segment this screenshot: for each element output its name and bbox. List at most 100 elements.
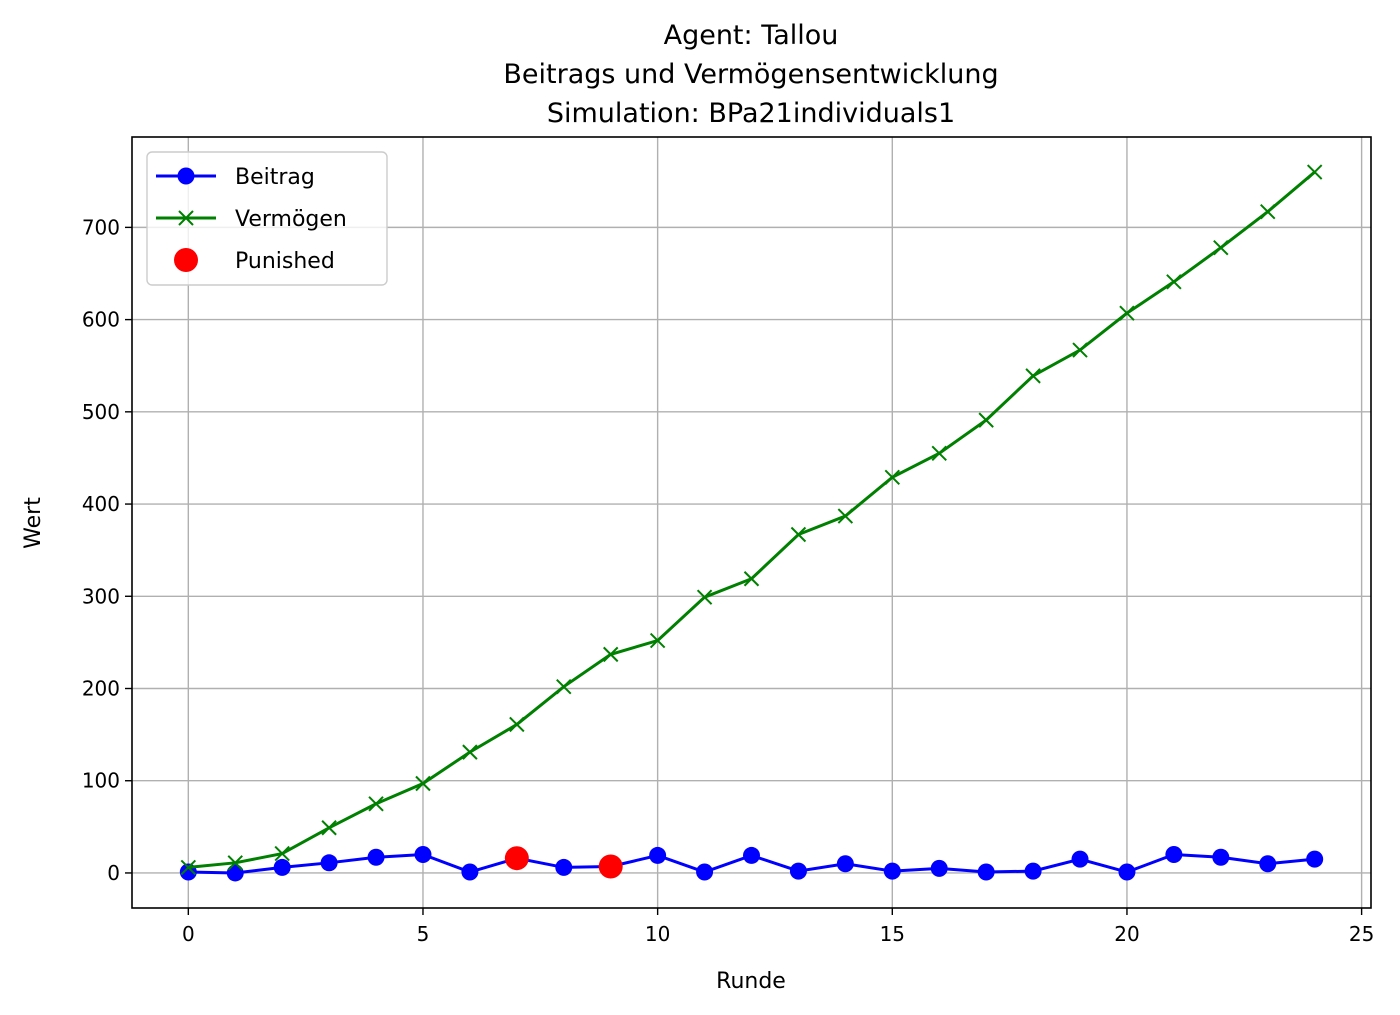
legend-marker-punished [174,248,198,272]
x-tick-label: 5 [417,922,430,946]
point-verm-gen [931,445,947,462]
point-verm-gen [1072,342,1088,358]
point-verm-gen [556,678,572,695]
grid [132,137,1371,908]
point-punished [598,854,623,879]
point-verm-gen [743,571,760,587]
x-marker-stroke [227,855,243,871]
point-beitrag [461,863,479,881]
point-verm-gen [1213,239,1229,256]
point-verm-gen [696,589,713,605]
point-beitrag [1024,862,1042,880]
point-verm-gen [274,845,290,862]
x-marker-stroke [1260,203,1276,220]
point-verm-gen [978,412,994,428]
x-marker-stroke [274,845,290,862]
point-beitrag [1259,855,1277,873]
point-beitrag [649,846,667,864]
x-marker-stroke [321,820,337,836]
point-beitrag [696,863,714,881]
legend-marker-verm-gen [178,210,194,226]
x-tick-label: 0 [182,922,195,946]
x-marker-stroke [1025,368,1041,384]
point-beitrag [1118,863,1136,881]
legend-label-beitrag: Beitrag [235,165,315,190]
point-beitrag [320,854,338,872]
x-marker-stroke [178,210,194,226]
x-marker-stroke [743,571,760,587]
point-verm-gen [462,744,478,760]
point-verm-gen [1119,305,1135,321]
legend-marker-beitrag [177,167,195,185]
x-marker-stroke [462,744,478,760]
x-marker-stroke [931,445,947,462]
point-verm-gen [180,859,197,876]
point-beitrag [930,859,948,877]
legend-item-punished: Punished [174,248,335,274]
title-line-2: Beitrags und Vermögensentwicklung [503,59,998,90]
plot-area-frame [131,136,1372,909]
point-verm-gen [1260,203,1276,220]
point-verm-gen [227,855,243,871]
x-marker-stroke [1166,274,1182,290]
x-marker-stroke [696,589,713,605]
series-layer [179,164,1324,882]
y-axis-label: Wert [21,497,46,549]
point-verm-gen [321,820,337,836]
x-marker-stroke [1072,342,1088,358]
point-beitrag [273,858,291,876]
y-tick-label: 300 [82,584,120,608]
point-verm-gen [790,526,807,543]
x-tick-label: 10 [645,922,670,946]
point-beitrag [414,846,432,864]
x-tick-label: 15 [880,922,905,946]
point-beitrag [1212,848,1230,866]
y-tick-label: 500 [82,400,120,424]
point-verm-gen [837,508,854,524]
y-tick-label: 200 [82,677,120,701]
point-beitrag [1306,850,1324,868]
point-beitrag [1071,850,1089,868]
point-verm-gen [368,796,384,812]
point-beitrag [743,846,760,864]
legend-box [146,151,388,286]
point-beitrag [226,864,244,882]
x-tick-label: 25 [1349,922,1374,946]
y-tick-label: 700 [82,215,120,239]
x-marker-stroke [790,526,807,543]
point-beitrag [555,858,573,876]
point-verm-gen [1025,368,1041,384]
x-marker-stroke [1306,164,1323,180]
point-beitrag [367,848,385,866]
x-marker-stroke [368,796,384,812]
chart-title: Agent: Tallou Beitrags und Vermögensentw… [503,20,998,129]
point-beitrag [977,863,995,881]
x-marker-stroke [509,716,525,733]
point-verm-gen [1306,164,1323,180]
point-verm-gen [1166,274,1182,290]
x-marker-stroke [602,646,619,663]
x-marker-stroke [180,859,197,876]
title-line-1: Agent: Tallou [664,20,839,51]
y-tick-label: 400 [82,492,120,516]
x-tick-label: 20 [1114,922,1139,946]
point-beitrag [789,862,807,880]
point-verm-gen [602,646,619,663]
title-line-3: Simulation: BPa21individuals1 [547,98,955,129]
x-marker-stroke [884,469,901,486]
x-marker-stroke [837,508,854,524]
point-verm-gen [649,632,666,649]
point-verm-gen [884,469,901,486]
x-marker-stroke [1213,239,1229,256]
point-verm-gen [509,716,525,733]
x-marker-stroke [415,775,431,792]
x-marker-stroke [649,632,666,649]
y-tick-label: 100 [82,769,120,793]
point-beitrag [883,862,901,880]
legend-item-verm-gen: Vermögen [156,207,347,232]
y-tick-label: 0 [107,861,120,885]
x-marker-stroke [978,412,994,428]
legend-item-beitrag: Beitrag [156,165,315,190]
